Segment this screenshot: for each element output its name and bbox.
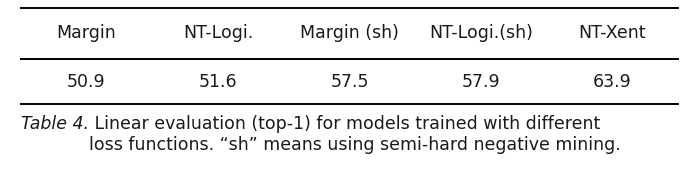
Text: Margin: Margin <box>57 25 116 42</box>
Text: 57.9: 57.9 <box>462 73 500 91</box>
Text: Table 4.: Table 4. <box>21 115 89 133</box>
Text: NT-Logi.: NT-Logi. <box>183 25 253 42</box>
Text: NT-Logi.(sh): NT-Logi.(sh) <box>429 25 533 42</box>
Text: 63.9: 63.9 <box>593 73 632 91</box>
Text: Linear evaluation (top-1) for models trained with different
loss functions. “sh”: Linear evaluation (top-1) for models tra… <box>89 115 621 154</box>
Text: 57.5: 57.5 <box>330 73 369 91</box>
Text: 51.6: 51.6 <box>199 73 237 91</box>
Text: 50.9: 50.9 <box>67 73 106 91</box>
Text: Margin (sh): Margin (sh) <box>300 25 399 42</box>
Text: NT-Xent: NT-Xent <box>579 25 646 42</box>
